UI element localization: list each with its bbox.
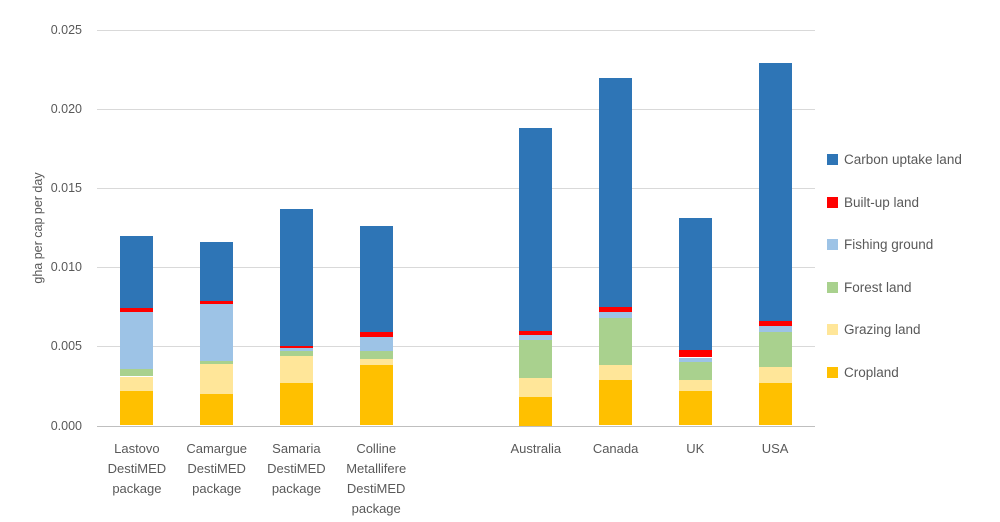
bar-segment-cropland (758, 382, 792, 426)
y-tick-label: 0.015 (50, 181, 82, 195)
legend-swatch-icon (827, 154, 838, 165)
legend-label: Cropland (844, 365, 899, 380)
bar-segment-carbon-uptake-land (758, 63, 792, 322)
bar-segment-fishing-ground (758, 325, 792, 333)
bar-segment-built-up-land (519, 330, 553, 336)
x-category-label: Colline Metallifere DestiMED package (346, 440, 407, 516)
legend-item-built-up-land: Built-up land (827, 195, 919, 210)
bar-segment-carbon-uptake-land (678, 218, 712, 350)
bar-segment-built-up-land (599, 306, 633, 312)
x-category-label: Australia (510, 440, 562, 456)
bar-segment-cropland (120, 390, 154, 426)
bar-segment-carbon-uptake-land (599, 77, 633, 307)
bar-segment-forest-land (519, 340, 553, 379)
x-category-label: Lastovo DestiMED package (107, 440, 167, 496)
bar-segment-fishing-ground (599, 311, 633, 318)
gridline-h (97, 109, 815, 110)
legend-item-forest-land: Forest land (827, 280, 912, 295)
bar-segment-grazing-land (359, 359, 393, 366)
gridline-h (97, 346, 815, 347)
bar-segment-grazing-land (758, 367, 792, 383)
bar-segment-fishing-ground (120, 311, 154, 369)
legend-swatch-icon (827, 196, 838, 208)
bar-segment-fishing-ground (678, 357, 712, 363)
bar-segment-built-up-land (359, 332, 393, 337)
gridline-h (97, 30, 815, 31)
bar-segment-forest-land (678, 362, 712, 380)
y-tick-label: 0.000 (50, 419, 82, 433)
legend-label: Carbon uptake land (844, 152, 962, 167)
bar-segment-carbon-uptake-land (359, 226, 393, 333)
bar-segment-cropland (599, 379, 633, 426)
x-category-label: Canada (592, 440, 639, 456)
bar-segment-cropland (279, 382, 313, 426)
x-category-label: UK (686, 440, 705, 456)
legend-label: Built-up land (844, 194, 920, 210)
x-category-label: Camargue DestiMED package (186, 440, 248, 496)
bar-segment-fishing-ground (200, 303, 234, 361)
bar-segment-built-up-land (758, 321, 792, 326)
gridline-h (97, 188, 815, 189)
bar-segment-cropland (359, 365, 393, 426)
bar-segment-grazing-land (120, 376, 154, 391)
legend-item-grazing-land: Grazing land (827, 322, 921, 337)
bar-segment-built-up-land (279, 346, 313, 348)
bar-segment-forest-land (120, 368, 154, 377)
bar-segment-forest-land (599, 317, 633, 366)
bar-segment-built-up-land (120, 308, 154, 312)
legend-swatch-icon (827, 324, 838, 336)
legend-label: Fishing ground (844, 237, 934, 253)
bar-segment-cropland (200, 393, 234, 426)
bar-segment-carbon-uptake-land (120, 235, 154, 309)
legend-item-carbon-uptake-land: Carbon uptake land (827, 152, 962, 167)
bar-segment-carbon-uptake-land (200, 242, 234, 301)
legend-item-cropland: Cropland (827, 365, 899, 380)
x-axis-line (97, 426, 815, 427)
bar-segment-grazing-land (599, 365, 633, 380)
gridline-h (97, 267, 815, 268)
x-category-label: USA (761, 440, 789, 456)
bar-segment-fishing-ground (519, 335, 553, 340)
bar-segment-carbon-uptake-land (279, 208, 313, 347)
legend-swatch-icon (827, 239, 838, 251)
legend-item-fishing-ground: Fishing ground (827, 237, 933, 252)
x-category-label: Samaria DestiMED package (267, 440, 326, 496)
y-tick-label: 0.025 (50, 23, 82, 37)
legend-label: Grazing land (844, 322, 921, 338)
y-tick-label: 0.010 (50, 260, 82, 274)
bar-segment-forest-land (200, 360, 234, 364)
bar-segment-cropland (678, 390, 712, 426)
bar-segment-forest-land (359, 351, 393, 359)
bar-segment-grazing-land (279, 355, 313, 383)
bar-segment-carbon-uptake-land (519, 128, 553, 331)
y-tick-label: 0.005 (50, 339, 82, 353)
bar-segment-fishing-ground (359, 336, 393, 352)
y-tick-label: 0.020 (50, 102, 82, 116)
bar-segment-fishing-ground (279, 348, 313, 352)
bar-segment-grazing-land (519, 378, 553, 397)
bar-segment-built-up-land (200, 300, 234, 304)
bar-segment-grazing-land (678, 379, 712, 391)
bar-segment-grazing-land (200, 363, 234, 394)
legend-swatch-icon (827, 367, 838, 378)
legend-swatch-icon (827, 281, 838, 293)
bar-segment-cropland (519, 397, 553, 426)
bar-segment-forest-land (758, 332, 792, 367)
bar-segment-built-up-land (678, 349, 712, 358)
bar-segment-forest-land (279, 351, 313, 356)
legend-label: Forest land (844, 279, 912, 295)
